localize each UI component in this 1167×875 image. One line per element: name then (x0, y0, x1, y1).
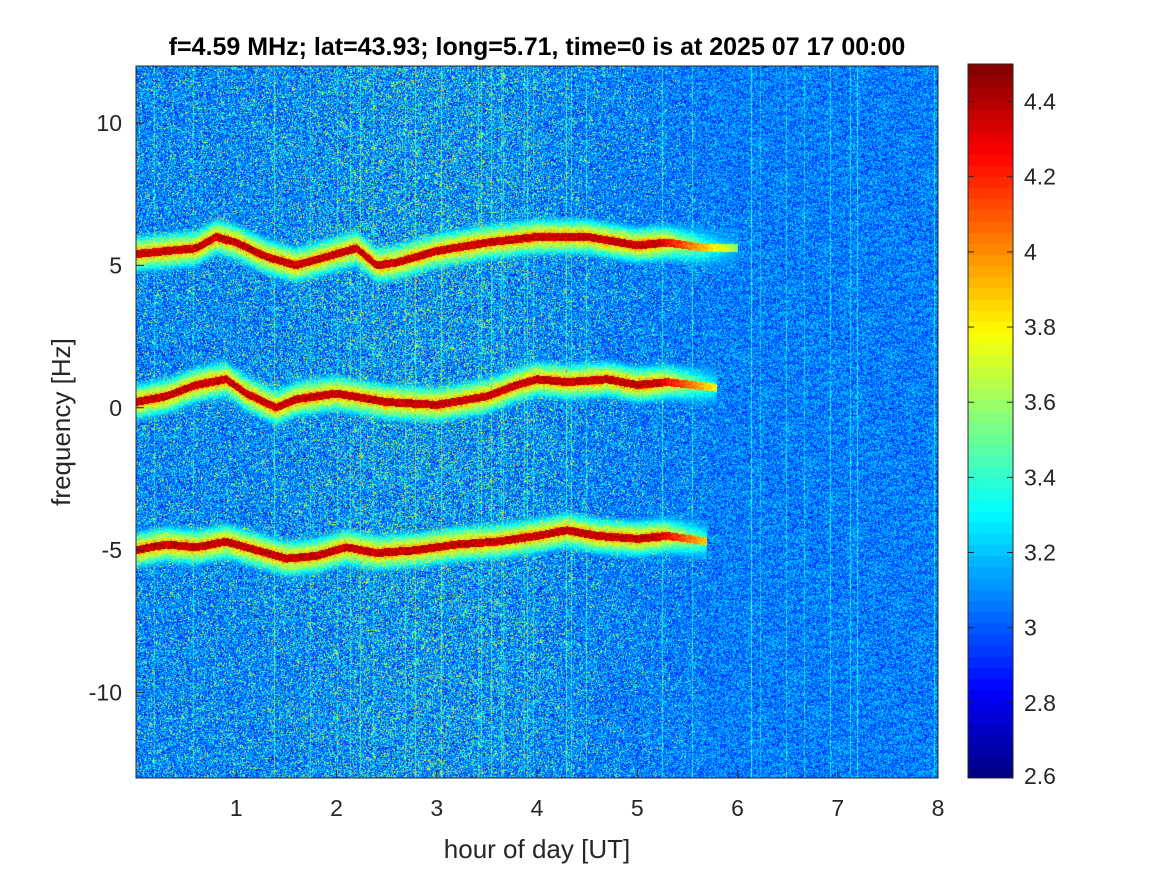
x-tick-label: 6 (731, 795, 744, 821)
colorbar-tick-label: 4.2 (1024, 164, 1056, 190)
colorbar-tick-label: 3 (1024, 615, 1037, 641)
x-tick-label: 2 (330, 795, 343, 821)
y-tick-label: 10 (96, 110, 122, 136)
y-tick-label: 0 (109, 395, 122, 421)
colorbar-tick-label: 2.8 (1024, 690, 1056, 716)
colorbar-tick-label: 3.2 (1024, 540, 1056, 566)
colorbar-ticks: 2.6 2.8 3 3.2 3.4 3.6 3.8 4 4.2 4.4 (968, 89, 1056, 789)
colorbar-tick-label: 3.6 (1024, 389, 1056, 415)
y-tick-label: -5 (102, 537, 122, 563)
colorbar-tick-label: 3.8 (1024, 314, 1056, 340)
x-tick-label: 7 (831, 795, 844, 821)
colorbar-tick-label: 4.4 (1024, 89, 1056, 115)
x-tick-label: 8 (932, 795, 945, 821)
colorbar-gradient (968, 64, 1013, 778)
y-axis-label: frequency [Hz] (46, 338, 76, 506)
colorbar-tick-label: 4 (1024, 239, 1037, 265)
colorbar-tick-label: 3.4 (1024, 464, 1056, 490)
heatmap-image (136, 66, 938, 778)
y-tick-label: -10 (89, 680, 122, 706)
y-tick-label: 5 (109, 252, 122, 278)
colorbar-tick-label: 2.6 (1024, 763, 1056, 789)
colorbar-frame (967, 63, 1014, 779)
chart-title: f=4.59 MHz; lat=43.93; long=5.71, time=0… (169, 33, 906, 61)
x-axis-ticks: 1 2 3 4 5 6 7 8 (230, 770, 945, 821)
x-tick-label: 4 (531, 795, 544, 821)
x-axis-label: hour of day [UT] (444, 834, 630, 864)
plot-area (135, 65, 939, 779)
x-tick-label: 5 (631, 795, 644, 821)
x-tick-label: 3 (430, 795, 443, 821)
x-tick-label: 1 (230, 795, 243, 821)
colorbar: 2.6 2.8 3 3.2 3.4 3.6 3.8 4 4.2 4.4 (967, 63, 1056, 789)
y-axis-ticks: -10 -5 0 5 10 (89, 110, 144, 706)
